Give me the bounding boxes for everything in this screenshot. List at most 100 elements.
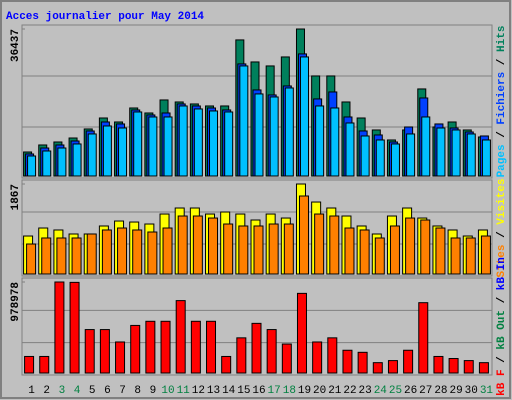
bar xyxy=(389,225,400,275)
bar xyxy=(238,225,249,275)
bar xyxy=(99,329,110,374)
x-tick-label: 25 xyxy=(389,385,402,397)
bar xyxy=(117,227,128,275)
bar xyxy=(268,223,279,275)
x-tick-label: 23 xyxy=(359,385,372,397)
bar xyxy=(254,93,264,177)
bar xyxy=(101,229,112,275)
bar xyxy=(418,302,429,374)
bar xyxy=(403,349,414,374)
x-tick-label: 18 xyxy=(283,385,296,397)
chart-title: Acces journalier pour May 2014 xyxy=(6,11,204,23)
bar xyxy=(39,355,50,374)
x-tick-label: 2 xyxy=(43,385,50,397)
x-tick-label: 5 xyxy=(89,385,96,397)
bar xyxy=(130,324,141,374)
bar xyxy=(87,133,97,177)
bar xyxy=(42,150,52,177)
bar xyxy=(481,139,491,177)
bar xyxy=(193,108,203,177)
bar xyxy=(372,362,383,374)
x-tick-label: 30 xyxy=(465,385,478,397)
bar xyxy=(360,135,370,177)
bar xyxy=(208,217,219,275)
bar xyxy=(299,56,309,177)
y-tick-label: 1867 xyxy=(10,184,22,210)
x-tick-label: 11 xyxy=(177,385,191,397)
bar xyxy=(435,227,446,275)
bar xyxy=(71,237,82,275)
x-tick-label: 22 xyxy=(343,385,356,397)
bar xyxy=(266,329,277,374)
legend-entry: Visites xyxy=(496,178,508,224)
bar xyxy=(390,143,400,177)
bar xyxy=(118,127,128,177)
bar xyxy=(86,233,97,275)
bar xyxy=(342,349,353,374)
legend-entry: Pages xyxy=(496,144,508,177)
legend: Sites / Visites xyxy=(496,178,508,277)
x-tick-label: 20 xyxy=(313,385,326,397)
legend: Pages / Fichiers / Hits xyxy=(496,26,508,178)
bar xyxy=(314,213,325,275)
bar xyxy=(465,237,476,275)
legend-entry: kB Out xyxy=(496,310,508,350)
bar xyxy=(251,322,262,374)
bar xyxy=(162,227,173,275)
bar xyxy=(387,360,398,374)
bar xyxy=(26,243,37,275)
bar xyxy=(436,127,446,177)
bar xyxy=(178,105,188,177)
bar xyxy=(41,237,52,275)
x-tick-label: 31 xyxy=(480,385,494,397)
bar xyxy=(148,116,158,177)
bar xyxy=(236,337,247,374)
legend-separator: / xyxy=(496,52,508,72)
bar xyxy=(206,320,217,374)
bar xyxy=(24,355,35,374)
legend-separator: / xyxy=(496,290,508,310)
bar xyxy=(56,237,67,275)
bar xyxy=(84,329,95,374)
bar xyxy=(192,215,203,275)
y-tick-label: 978978 xyxy=(10,282,22,322)
bar xyxy=(406,133,416,177)
bar xyxy=(478,362,489,374)
bar xyxy=(54,281,65,374)
x-tick-label: 19 xyxy=(298,385,311,397)
bar xyxy=(253,225,264,275)
x-tick-label: 3 xyxy=(59,385,66,397)
y-tick-label: 36437 xyxy=(10,29,22,62)
bar xyxy=(175,300,186,374)
bar xyxy=(177,215,188,275)
bar xyxy=(298,195,309,275)
x-tick-label: 16 xyxy=(252,385,265,397)
bar xyxy=(315,105,325,177)
bar xyxy=(209,110,219,177)
x-tick-label: 26 xyxy=(404,385,417,397)
bar xyxy=(466,133,476,177)
bar xyxy=(133,111,143,177)
bar xyxy=(345,122,355,177)
x-tick-label: 15 xyxy=(237,385,250,397)
legend-entry: Fichiers xyxy=(496,72,508,125)
bar xyxy=(330,107,340,177)
bar xyxy=(451,129,461,177)
x-tick-label: 9 xyxy=(150,385,157,397)
bar xyxy=(296,292,307,374)
bar xyxy=(102,125,112,177)
bar xyxy=(375,139,385,177)
x-tick-label: 10 xyxy=(161,385,174,397)
x-tick-label: 27 xyxy=(419,385,432,397)
bar xyxy=(223,223,234,275)
x-tick-label: 24 xyxy=(374,385,388,397)
bar xyxy=(463,360,474,374)
bar xyxy=(433,355,444,374)
bar xyxy=(239,65,249,177)
x-tick-label: 17 xyxy=(268,385,281,397)
bar xyxy=(224,111,234,177)
bar xyxy=(27,155,37,177)
x-tick-label: 12 xyxy=(192,385,205,397)
x-tick-label: 6 xyxy=(104,385,111,397)
